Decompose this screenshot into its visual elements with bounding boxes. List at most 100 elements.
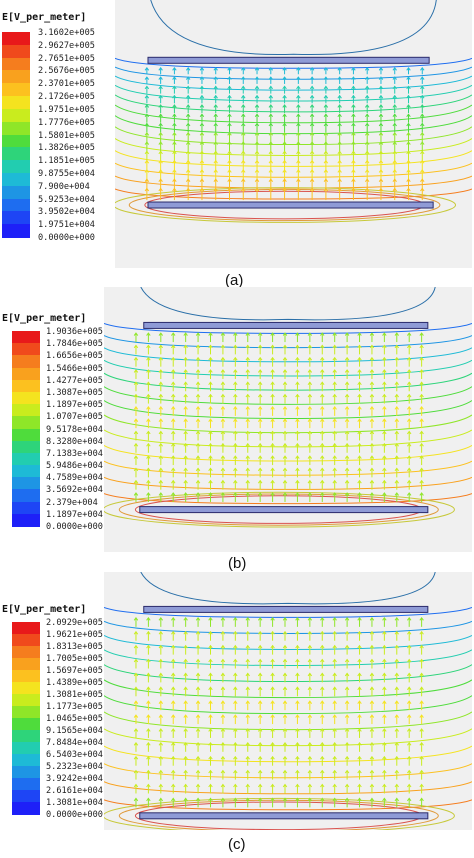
field-arrow-head [394, 797, 399, 802]
field-arrow-head [172, 85, 177, 90]
field-arrow-head [295, 430, 300, 435]
field-arrow-head [369, 369, 375, 373]
field-arrow-head [307, 728, 313, 732]
field-arrow-head [407, 755, 412, 760]
field-arrow-head [295, 442, 300, 447]
field-arrow-head [146, 741, 151, 746]
field-arrow-head [394, 369, 399, 373]
field-arrow-head [171, 741, 176, 746]
field-arrow-head [419, 741, 424, 746]
field-arrow-head [133, 672, 139, 677]
equipotential-contour [104, 799, 472, 811]
field-arrow-head [268, 150, 274, 155]
field-arrow-head [419, 406, 424, 410]
field-arrow-head [146, 783, 151, 788]
field-arrow-head [195, 356, 201, 361]
field-arrow-head [282, 630, 288, 635]
field-arrow-head [146, 455, 151, 459]
top-electrode [147, 56, 430, 64]
field-arrow-head [199, 104, 205, 108]
equipotential-contour [104, 679, 472, 699]
field-arrow-head [382, 616, 387, 621]
field-arrow-head [296, 76, 301, 80]
field-arrow-head [199, 187, 205, 192]
field-arrow-head [245, 430, 250, 435]
field-arrow-head [158, 94, 163, 99]
field-arrow-head [407, 783, 412, 788]
field-arrow-head [323, 169, 329, 173]
legend-tick-label: 1.0465e+005 [46, 714, 103, 724]
field-arrow-head [183, 455, 188, 459]
field-arrow-head [364, 76, 370, 80]
field-arrow-head [351, 169, 356, 173]
field-arrow-head [309, 178, 315, 183]
field-arrow-head [183, 783, 188, 788]
field-arrow-head [171, 492, 176, 496]
field-arrow-head [133, 442, 139, 447]
field-arrow-head [195, 467, 201, 472]
field-arrow-head [254, 131, 260, 136]
field-arrow-head [233, 755, 238, 760]
field-arrow-head [320, 769, 325, 774]
field-arrow-head [420, 169, 425, 173]
field-arrow-head [282, 150, 287, 155]
field-arrow-head [144, 104, 150, 108]
field-arrow-head [282, 797, 288, 802]
legend-swatch [2, 198, 30, 212]
field-arrow-head [382, 797, 387, 802]
legend-swatch [2, 224, 30, 238]
field-arrow-head [320, 406, 325, 410]
field-arrow-head [307, 492, 313, 496]
field-arrow-head [208, 783, 213, 788]
field-arrow-head [307, 783, 313, 788]
legend-tick-label: 1.7846e+005 [46, 339, 103, 350]
field-arrow-head [195, 369, 201, 373]
field-arrow-head [183, 442, 188, 447]
field-arrow-head [337, 187, 342, 192]
field-arrow-head [392, 178, 397, 183]
legend-swatch [2, 172, 30, 187]
field-arrow-head [394, 332, 399, 336]
field-arrow-head [357, 741, 362, 746]
field-arrow-head [220, 672, 226, 677]
equipotential-contour [104, 372, 472, 391]
field-arrow-head [357, 728, 362, 732]
field-arrow-head [351, 94, 356, 99]
field-arrow-head [146, 672, 151, 677]
legend-swatch [12, 694, 40, 707]
field-arrow-head [364, 169, 370, 173]
field-arrow-head [208, 406, 213, 410]
field-arrow-head [172, 104, 177, 108]
field-arrow-head [233, 644, 238, 649]
field-arrow-head [407, 492, 412, 496]
legend-swatch [12, 477, 40, 490]
field-arrow-head [257, 783, 263, 788]
field-arrow-head [394, 356, 399, 361]
field-arrow-head [133, 430, 139, 435]
field-arrow-head [208, 672, 213, 677]
field-arrow-head [406, 131, 411, 136]
field-arrow-head [320, 332, 325, 336]
field-arrow-head [233, 356, 238, 361]
field-arrow-head [307, 406, 313, 410]
field-arrow-head [270, 616, 275, 621]
field-arrow-head [323, 159, 329, 164]
field-arrow-head [172, 178, 177, 183]
field-arrow-head [357, 418, 362, 422]
field-arrow-head [382, 467, 387, 472]
field-arrow-head [419, 369, 424, 373]
field-arrow-head [382, 442, 387, 447]
field-arrow-head [392, 141, 397, 145]
field-arrow-head [195, 492, 201, 496]
field-arrow-head [407, 700, 412, 704]
field-arrow-head [323, 94, 329, 99]
field-arrow-head [320, 755, 325, 760]
field-arrow-head [337, 94, 342, 99]
field-arrow-head [357, 686, 362, 691]
field-arrow-head [344, 430, 350, 435]
field-arrow-head [270, 467, 275, 472]
field-arrow-head [195, 658, 201, 663]
field-arrow-head [208, 755, 213, 760]
field-arrow-head [307, 430, 313, 435]
legend-tick-label: 2.3701e+005 [38, 79, 95, 90]
